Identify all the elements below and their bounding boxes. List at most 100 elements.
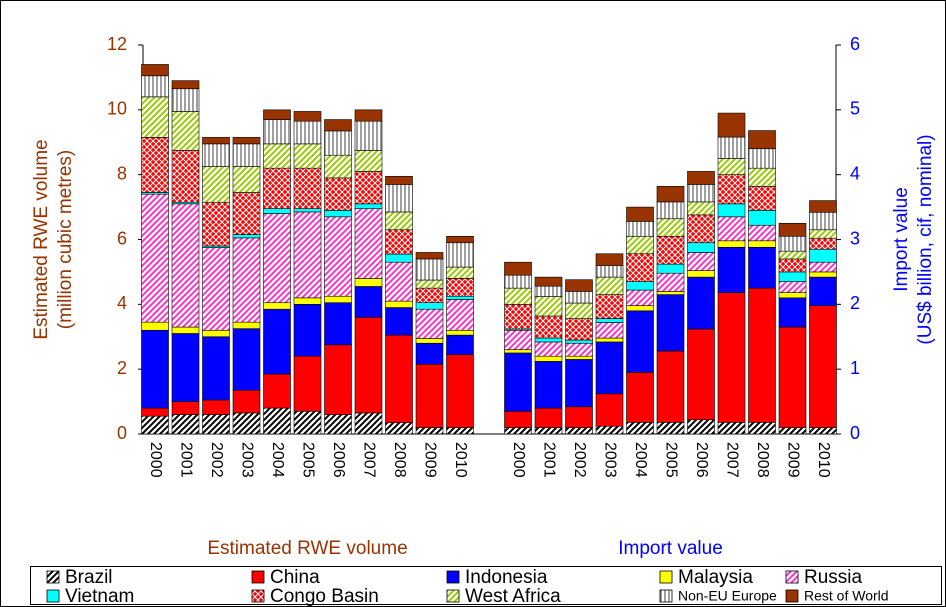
bar-segment (232, 192, 261, 235)
bar-segment (748, 422, 776, 435)
bar-segment (232, 237, 261, 323)
bar-segment (626, 253, 654, 282)
bar-segment (626, 310, 654, 373)
bar-segment (717, 292, 746, 423)
bar-segment (748, 224, 776, 242)
bar-segment (717, 174, 746, 205)
bar-segment (656, 294, 685, 352)
bar-segment (232, 328, 261, 391)
bar-segment (626, 206, 654, 222)
bar-segment (232, 166, 261, 193)
bar-segment (385, 211, 413, 231)
bar-segment (748, 210, 776, 226)
bar-segment (626, 422, 654, 435)
bar-segment (385, 253, 413, 263)
bar-segment (626, 221, 654, 237)
x-tick-label: 2009 (784, 442, 801, 478)
bar-segment (778, 222, 807, 237)
x-tick-label: 2002 (208, 442, 225, 478)
legend-label: Russia (804, 567, 863, 588)
bar-segment (324, 344, 352, 415)
bar-segment (778, 292, 807, 299)
legend-label: West Africa (465, 586, 561, 607)
bar-segment (324, 414, 352, 435)
bar-segment (778, 427, 807, 435)
bar-segment (324, 130, 352, 156)
bar-segment (446, 427, 474, 435)
bar-segment (263, 213, 291, 304)
bar-segment (293, 167, 322, 210)
bar-segment (565, 279, 593, 292)
y2-tick-label: 1 (850, 358, 860, 378)
bar-segment (171, 401, 200, 415)
bar-segment (171, 150, 200, 203)
y-tick-label: 10 (107, 99, 127, 119)
y-tick-label: 4 (117, 293, 127, 313)
bar-segment (263, 308, 291, 375)
bar-segment (778, 250, 807, 260)
legend-swatch (46, 589, 60, 603)
y2-tick-label: 6 (850, 34, 860, 54)
bar-segment (687, 242, 715, 253)
bar-segment (595, 322, 624, 339)
x-tick-label: 2001 (540, 442, 557, 478)
legend-swatch (46, 570, 60, 584)
y2-tick-label: 5 (850, 99, 860, 119)
bar-segment (595, 318, 624, 323)
bar-segment (202, 329, 230, 338)
bar-segment (202, 137, 230, 145)
x-tick-label: 2007 (360, 442, 377, 478)
bar-segment (687, 201, 715, 216)
bar-segment (415, 279, 444, 289)
bar-segment (504, 304, 532, 330)
y2-tick-label: 3 (850, 228, 860, 248)
bar-segment (415, 258, 444, 281)
bar-segment (656, 186, 685, 203)
bar-segment (748, 287, 776, 423)
y-tick-label: 12 (107, 34, 127, 54)
bar-segment (778, 281, 807, 293)
bar-segment (385, 184, 413, 213)
bar-segment (263, 143, 291, 169)
bar-segment (504, 411, 532, 428)
bar-segment (626, 372, 654, 423)
bar-segment (293, 143, 322, 169)
bar-segment (141, 75, 169, 98)
bar-segment (687, 252, 715, 271)
bar-segment (504, 427, 532, 435)
bar-segment (595, 253, 624, 266)
y2-tick-label: 4 (850, 163, 860, 183)
x-tick-label: 2007 (723, 442, 740, 478)
bar-segment (324, 295, 352, 304)
legend-swatch (446, 589, 460, 603)
bar-segment (809, 276, 837, 306)
bar-segment (141, 193, 169, 323)
y-tick-label: 8 (117, 163, 127, 183)
bar-segment (809, 248, 837, 263)
bar-segment (293, 304, 322, 357)
bar-segment (809, 305, 837, 428)
x-tick-label: 2003 (238, 442, 255, 478)
bar-segment (565, 406, 593, 428)
bar-segment (565, 355, 593, 360)
bar-segment (656, 235, 685, 265)
bar-segment (626, 305, 654, 312)
y2-tick-label: 0 (850, 423, 860, 443)
bar-segment (534, 341, 563, 357)
bar-segment (687, 171, 715, 185)
bar-segment (565, 302, 593, 319)
x-tick-label: 2003 (601, 442, 618, 478)
bar-segment (324, 302, 352, 346)
bar-segment (385, 261, 413, 302)
bar-segment (717, 422, 746, 435)
bar-segment (565, 342, 593, 357)
legend-label: Congo Basin (270, 586, 379, 607)
bar-segment (171, 80, 200, 90)
bar-segment (687, 276, 715, 330)
bar-segment (748, 148, 776, 169)
bar-segment (504, 261, 532, 276)
bar-segment (717, 136, 746, 159)
y2-axis-label: Import value (891, 187, 912, 292)
bar-segment (446, 329, 474, 336)
